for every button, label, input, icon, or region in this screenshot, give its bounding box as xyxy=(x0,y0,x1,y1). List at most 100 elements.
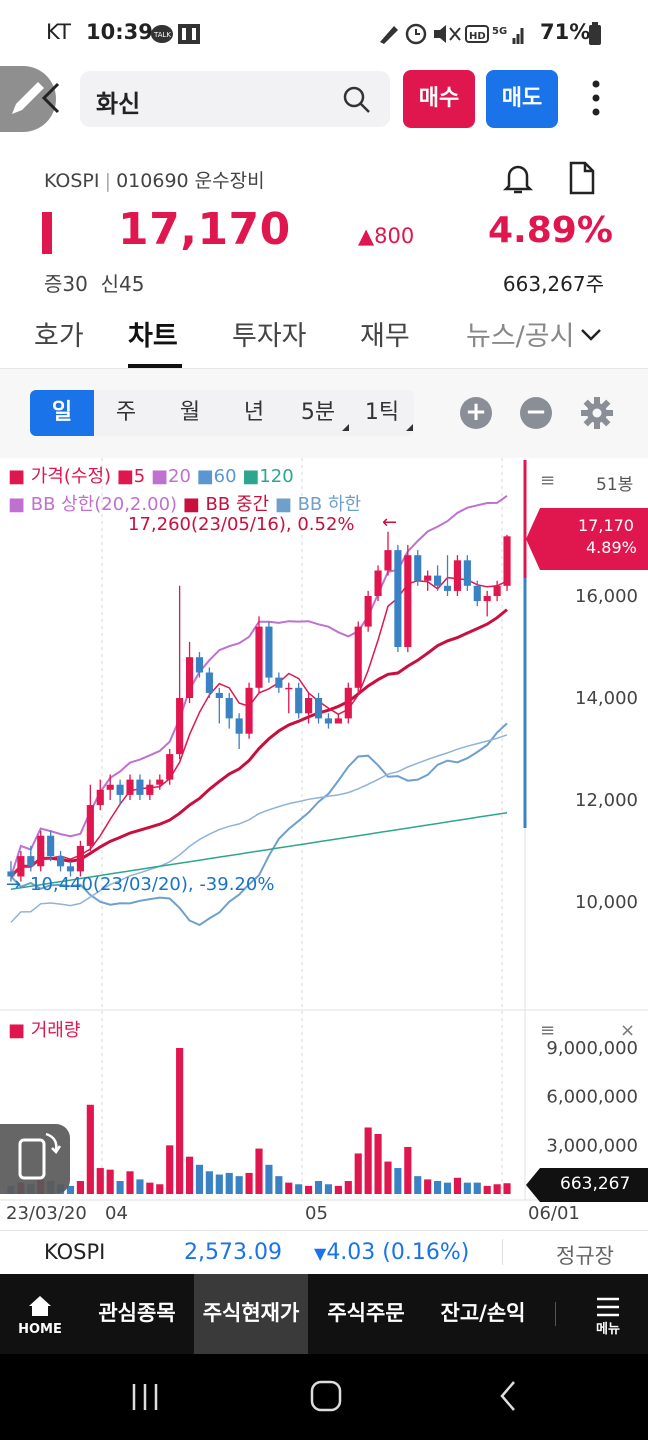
period-day[interactable]: 일 xyxy=(30,390,94,436)
volume-bar xyxy=(364,1127,372,1194)
volume-bar xyxy=(305,1185,313,1194)
period-1tick[interactable]: 1틱 xyxy=(350,390,414,436)
list-icon[interactable]: ≡ xyxy=(540,1020,556,1041)
recent-apps-icon[interactable] xyxy=(128,1380,162,1414)
price-tick-label: 14,000 xyxy=(575,688,638,709)
tab-news[interactable]: 뉴스/공시 xyxy=(466,321,574,352)
candle-body xyxy=(225,698,233,719)
legend-ma20: 20 xyxy=(168,466,191,487)
candle-body xyxy=(354,626,362,688)
candle-body xyxy=(176,698,184,755)
candle-body xyxy=(473,585,481,602)
volume-bar xyxy=(156,1184,164,1194)
volume-bar xyxy=(86,1104,94,1194)
zoom-in-icon[interactable]: + xyxy=(460,397,492,429)
close-icon[interactable]: × xyxy=(620,1020,636,1041)
search-icon[interactable] xyxy=(342,85,372,115)
volume-bar xyxy=(235,1176,243,1194)
nav-balance[interactable]: 잔고/손익 xyxy=(440,1301,526,1325)
candle-body xyxy=(166,754,174,780)
candle-body xyxy=(503,536,511,586)
nav-order[interactable]: 주식주문 xyxy=(327,1301,405,1325)
tab-orderbook[interactable]: 호가 xyxy=(34,321,84,352)
tab-finance[interactable]: 재무 xyxy=(360,321,410,352)
volume-bar xyxy=(285,1182,293,1194)
current-price-tag xyxy=(526,508,648,570)
index-change: ▼4.03 (0.16%) xyxy=(314,1240,470,1265)
tab-investor[interactable]: 투자자 xyxy=(232,321,307,352)
legend-price: 가격(수정) xyxy=(30,466,112,487)
nav-watchlist[interactable]: 관심종목 xyxy=(98,1301,176,1325)
price-tick-label: 12,000 xyxy=(575,790,638,811)
candle-body xyxy=(136,779,144,795)
low-annotation: 10,440(23/03/20), -39.20% xyxy=(30,874,275,895)
candle-body xyxy=(37,835,45,867)
volume-bar xyxy=(126,1171,134,1194)
candle-body xyxy=(314,698,323,719)
buy-button[interactable]: 매수 xyxy=(403,70,475,128)
bell-icon[interactable] xyxy=(500,160,536,196)
gear-icon[interactable] xyxy=(580,396,614,430)
candle-body xyxy=(245,687,253,734)
candle-body xyxy=(255,626,263,688)
bb-legend: ■ BB 상한(20,2.00) ■ BB 중간 ■ BB 하한 xyxy=(8,494,362,515)
home-button-icon[interactable] xyxy=(308,1378,344,1414)
dropdown-corner-icon xyxy=(342,424,349,431)
volume-tick-label: 6,000,000 xyxy=(546,1087,638,1108)
up-triangle-icon: ▲ xyxy=(358,224,375,248)
volume-bar xyxy=(493,1184,501,1194)
candle-body xyxy=(374,570,382,596)
chart-canvas[interactable]: 10,000 12,000 14,000 16,000 3,000,000 6,000,0… xyxy=(0,458,648,1228)
nav-menu[interactable]: 메뉴 xyxy=(568,1274,648,1354)
zoom-out-icon[interactable]: − xyxy=(520,397,552,429)
clock: 10:39 xyxy=(86,20,153,44)
home-icon xyxy=(29,1296,51,1316)
rotate-float-button[interactable] xyxy=(0,1124,70,1194)
active-tab-indicator xyxy=(128,364,182,368)
x-label-jun: 06/01 xyxy=(528,1203,580,1224)
volume-bar xyxy=(334,1185,342,1194)
index-bar[interactable]: KOSPI 2,573.09 ▼4.03 (0.16%) 정규장 xyxy=(0,1230,648,1275)
volume-bar xyxy=(225,1172,233,1194)
candle-body xyxy=(364,596,372,627)
period-5min[interactable]: 5분 xyxy=(286,390,350,436)
nav-current-price[interactable]: 주식현재가 xyxy=(194,1274,308,1354)
chevron-down-icon[interactable] xyxy=(578,322,604,348)
volume-info: 663,267주 xyxy=(502,272,604,296)
volume-bar xyxy=(146,1182,154,1194)
current-price-label: 17,170 xyxy=(578,516,634,535)
status-icons: HD 5G xyxy=(380,23,524,45)
candle-body xyxy=(116,784,124,795)
legend-ma5: 5 xyxy=(133,466,146,487)
search-input[interactable]: 화신 xyxy=(80,71,390,127)
header: 화신 매수 매도 xyxy=(0,66,648,136)
volume-legend: ■ 거래량 xyxy=(8,1020,81,1041)
volume-bar xyxy=(106,1169,114,1194)
notification-icons: TALK xyxy=(151,24,200,44)
candle-body xyxy=(47,835,55,857)
market-name: KOSPI xyxy=(44,170,100,192)
sell-button[interactable]: 매도 xyxy=(486,70,558,128)
period-week[interactable]: 주 xyxy=(94,390,158,436)
back-button-icon[interactable] xyxy=(494,1378,524,1414)
back-icon[interactable] xyxy=(36,78,66,118)
battery-percent: 71% xyxy=(540,20,591,44)
candle-body xyxy=(156,779,164,785)
period-month[interactable]: 월 xyxy=(158,390,222,436)
candle-body xyxy=(215,692,223,698)
code-sector: 010690 운수장비 xyxy=(116,170,265,192)
period-year[interactable]: 년 xyxy=(222,390,286,436)
list-icon[interactable]: ≡ xyxy=(540,470,556,491)
volume-bar xyxy=(324,1184,333,1194)
rotate-screen-icon xyxy=(18,1132,62,1180)
svg-text:HD: HD xyxy=(469,31,486,42)
nav-home[interactable]: HOME xyxy=(0,1274,80,1354)
system-nav-bar xyxy=(0,1354,648,1440)
more-icon[interactable] xyxy=(584,78,608,118)
volume-bar xyxy=(404,1146,412,1194)
stock-chart[interactable]: 10,000 12,000 14,000 16,000 3,000,000 6,000,0… xyxy=(0,458,648,1228)
index-name: KOSPI xyxy=(44,1240,106,1264)
candle-body xyxy=(483,596,491,602)
tab-chart[interactable]: 차트 xyxy=(128,321,178,352)
document-icon[interactable] xyxy=(566,160,598,196)
